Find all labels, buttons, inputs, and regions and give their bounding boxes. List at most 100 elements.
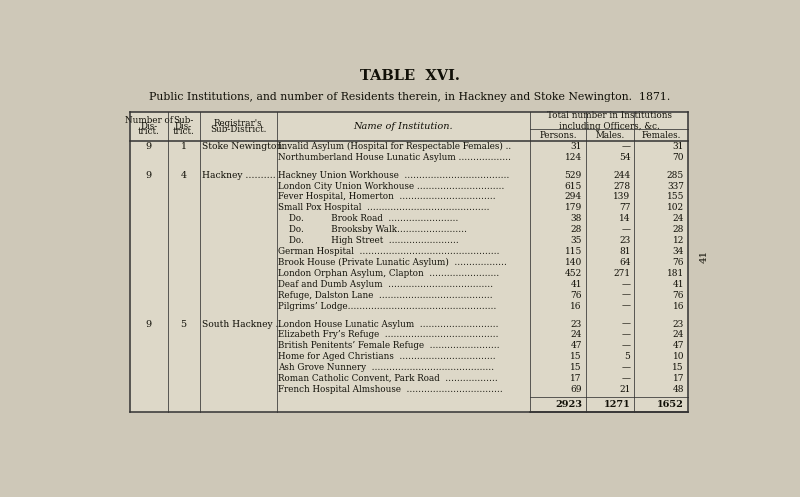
Text: 9: 9 — [146, 320, 152, 329]
Text: TABLE  XVI.: TABLE XVI. — [360, 69, 460, 83]
Text: 70: 70 — [673, 153, 684, 162]
Text: 77: 77 — [619, 203, 630, 212]
Text: 41: 41 — [673, 280, 684, 289]
Text: 124: 124 — [565, 153, 582, 162]
Text: Home for Aged Christians  ……………………………: Home for Aged Christians …………………………… — [278, 352, 496, 361]
Text: Elizabeth Fry’s Refuge  …………………………………: Elizabeth Fry’s Refuge ………………………………… — [278, 331, 499, 339]
Text: Registrar's: Registrar's — [214, 119, 262, 128]
Text: 28: 28 — [570, 225, 582, 234]
Text: Fever Hospital, Homerton  ……………………………: Fever Hospital, Homerton …………………………… — [278, 192, 496, 201]
Text: Deaf and Dumb Asylum  ………………………………: Deaf and Dumb Asylum ……………………………… — [278, 280, 494, 289]
Text: 76: 76 — [673, 291, 684, 300]
Text: 23: 23 — [570, 320, 582, 329]
Text: 4: 4 — [181, 170, 186, 179]
Text: 15: 15 — [570, 363, 582, 372]
Text: German Hospital  …………………………………………: German Hospital ………………………………………… — [278, 247, 500, 256]
Text: 5: 5 — [625, 352, 630, 361]
Text: 2923: 2923 — [555, 400, 582, 409]
Text: Name of Institution.: Name of Institution. — [354, 122, 454, 131]
Text: 10: 10 — [673, 352, 684, 361]
Text: Do.          Brooksby Walk……………………: Do. Brooksby Walk…………………… — [278, 225, 467, 234]
Text: 24: 24 — [673, 331, 684, 339]
Text: —: — — [622, 142, 630, 151]
Text: Northumberland House Lunatic Asylum ………………: Northumberland House Lunatic Asylum …………… — [278, 153, 511, 162]
Text: 452: 452 — [565, 269, 582, 278]
Text: —: — — [622, 341, 630, 350]
Text: —: — — [622, 363, 630, 372]
Text: 41: 41 — [570, 280, 582, 289]
Text: 81: 81 — [619, 247, 630, 256]
Text: Small Pox Hospital  ……………………………………: Small Pox Hospital …………………………………… — [278, 203, 490, 212]
Text: —: — — [622, 280, 630, 289]
Text: 115: 115 — [565, 247, 582, 256]
Bar — [130, 112, 688, 413]
Text: Sub-District.: Sub-District. — [210, 125, 266, 134]
Text: 24: 24 — [673, 214, 684, 223]
Text: 15: 15 — [570, 352, 582, 361]
Text: Dis-: Dis- — [175, 122, 192, 131]
Text: Do.          Brook Road  ……………………: Do. Brook Road …………………… — [278, 214, 458, 223]
Text: 1: 1 — [181, 142, 186, 151]
Text: Sub-: Sub- — [174, 116, 194, 125]
Text: 14: 14 — [619, 214, 630, 223]
Text: —: — — [622, 320, 630, 329]
Text: 615: 615 — [565, 181, 582, 190]
Text: 155: 155 — [666, 192, 684, 201]
Text: 278: 278 — [614, 181, 630, 190]
Text: 244: 244 — [614, 170, 630, 179]
Text: Do.          High Street  ……………………: Do. High Street …………………… — [278, 236, 459, 245]
Text: 17: 17 — [673, 374, 684, 383]
Text: London House Lunatic Asylum  ………………………: London House Lunatic Asylum ……………………… — [278, 320, 499, 329]
Text: 139: 139 — [614, 192, 630, 201]
Text: 54: 54 — [619, 153, 630, 162]
Text: Total number in Institutions
including Officers, &c.: Total number in Institutions including O… — [546, 110, 671, 131]
Text: 337: 337 — [667, 181, 684, 190]
Text: 15: 15 — [673, 363, 684, 372]
Text: 47: 47 — [570, 341, 582, 350]
Text: 1652: 1652 — [657, 400, 684, 409]
Text: Males.: Males. — [595, 131, 625, 140]
Text: Hackney ……….: Hackney ………. — [202, 170, 276, 179]
Text: 179: 179 — [565, 203, 582, 212]
Text: Dis-: Dis- — [140, 122, 158, 131]
Text: 31: 31 — [673, 142, 684, 151]
Text: 271: 271 — [614, 269, 630, 278]
Text: trict.: trict. — [173, 127, 194, 136]
Text: 16: 16 — [570, 302, 582, 311]
Text: —: — — [622, 302, 630, 311]
Text: 23: 23 — [673, 320, 684, 329]
Text: —: — — [622, 374, 630, 383]
Text: Ash Grove Nunnery  ……………………………………: Ash Grove Nunnery …………………………………… — [278, 363, 494, 372]
Text: —: — — [622, 331, 630, 339]
Text: trict.: trict. — [138, 127, 160, 136]
Text: Females.: Females. — [642, 131, 681, 140]
Text: 41: 41 — [699, 250, 708, 263]
Text: 64: 64 — [619, 258, 630, 267]
Text: 285: 285 — [666, 170, 684, 179]
Text: 17: 17 — [570, 374, 582, 383]
Text: 16: 16 — [673, 302, 684, 311]
Text: 38: 38 — [570, 214, 582, 223]
Text: Roman Catholic Convent, Park Road  ………………: Roman Catholic Convent, Park Road ……………… — [278, 374, 498, 383]
Text: 181: 181 — [666, 269, 684, 278]
Text: 23: 23 — [619, 236, 630, 245]
Text: 48: 48 — [673, 385, 684, 394]
Text: Pilgrims’ Lodge……………………………………………: Pilgrims’ Lodge…………………………………………… — [278, 302, 497, 311]
Text: 34: 34 — [673, 247, 684, 256]
Text: French Hospital Almshouse  ……………………………: French Hospital Almshouse …………………………… — [278, 385, 503, 394]
Text: 24: 24 — [570, 331, 582, 339]
Text: London City Union Workhouse …………………………: London City Union Workhouse ………………………… — [278, 181, 505, 190]
Text: 9: 9 — [146, 142, 152, 151]
Text: Public Institutions, and number of Residents therein, in Hackney and Stoke Newin: Public Institutions, and number of Resid… — [150, 92, 670, 102]
Text: 12: 12 — [673, 236, 684, 245]
Text: 47: 47 — [673, 341, 684, 350]
Text: 1271: 1271 — [604, 400, 630, 409]
Text: Brook House (Private Lunatic Asylum)  ………………: Brook House (Private Lunatic Asylum) ………… — [278, 258, 507, 267]
Text: 5: 5 — [181, 320, 186, 329]
Text: 140: 140 — [565, 258, 582, 267]
Text: Number of: Number of — [125, 116, 173, 125]
Text: Stoke Newington.: Stoke Newington. — [202, 142, 285, 151]
Text: South Hackney ..: South Hackney .. — [202, 320, 282, 329]
Text: 294: 294 — [565, 192, 582, 201]
Text: 76: 76 — [673, 258, 684, 267]
